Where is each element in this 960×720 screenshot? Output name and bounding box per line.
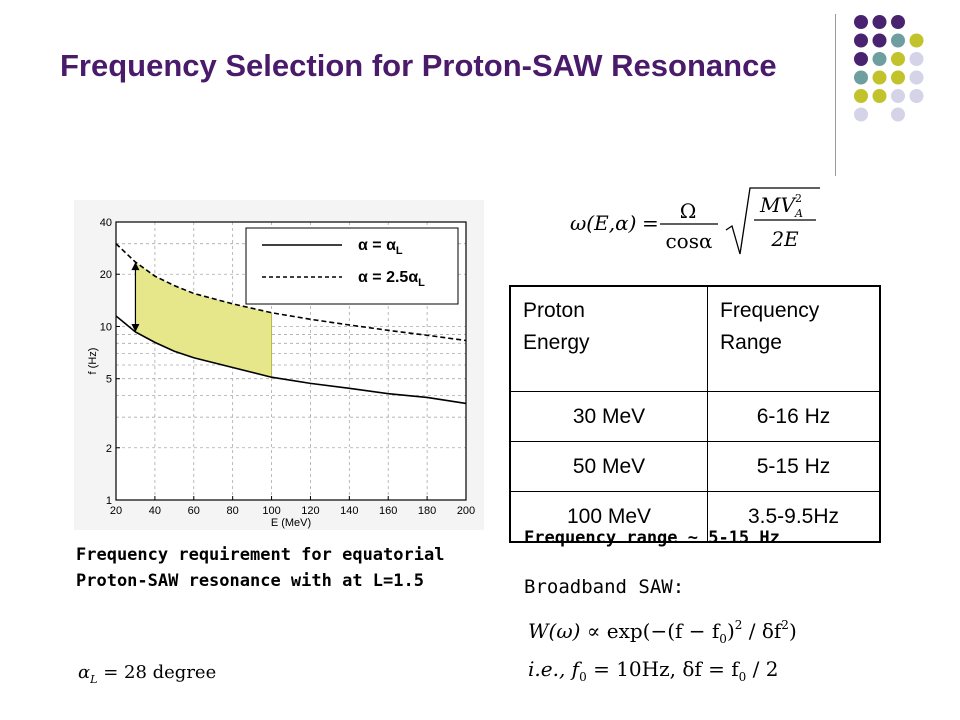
decorative-dot [872, 89, 887, 103]
y-tick-label: 2 [106, 443, 112, 455]
decorative-dot [854, 52, 868, 66]
title-divider-line [835, 14, 836, 176]
series-line-alpha-2-5l [115, 243, 467, 342]
decorative-dot [909, 33, 924, 48]
series-line-alpha-l [115, 315, 467, 405]
decorative-dot [891, 89, 905, 103]
y-tick-label: 1 [106, 495, 112, 507]
decorative-dot [891, 70, 905, 85]
x-tick-label: 60 [188, 505, 200, 517]
y-tick-label: 10 [100, 321, 112, 333]
table-header-row: Proton Energy Frequency Range [509, 285, 881, 392]
svg-text:W(ω) ∝ exp(−(f − f0)2 / δf: W(ω) ∝ exp(−(f − f0)2 / δf2) [528, 618, 797, 646]
x-tick-label: 140 [340, 505, 358, 517]
ie-equation: i.e., f0 = 10Hz, δf = f0 / 2 [528, 657, 778, 684]
table-cell-range: 6-16 Hz [707, 391, 881, 442]
svg-text:=: = [642, 211, 659, 235]
formula-numerator: Ω [680, 199, 697, 223]
decorative-dot [891, 52, 905, 66]
table-row: 50 MeV 5-15 Hz [509, 441, 881, 492]
decorative-dot [854, 70, 868, 85]
x-tick-label: 20 [110, 505, 122, 517]
plot-frame [115, 221, 467, 501]
decorative-dot [891, 15, 905, 29]
decorative-dot [891, 33, 905, 48]
decorative-dot [909, 52, 924, 66]
decorative-dot [854, 107, 868, 122]
decorative-dot [909, 89, 924, 103]
y-tick-label: 5 [106, 374, 112, 386]
decorative-dot [909, 70, 924, 85]
broadband-label: Broadband SAW: [524, 576, 685, 598]
decorative-dot [854, 15, 868, 29]
frequency-table: Proton Energy Frequency Range 30 MeV 6-16 … [509, 285, 881, 543]
table-header-cell: Proton Energy [509, 285, 708, 392]
table-cell-energy: 50 MeV [509, 441, 708, 492]
chart-caption: Frequency requirement for equatorial Pro… [76, 545, 445, 591]
x-axis-label: E (MeV) [271, 517, 311, 529]
svg-text:i.e., f0 = 10Hz, δf = f0 /: i.e., f0 = 10Hz, δf = f0 / 2 [528, 657, 778, 684]
legend-entry: α = αL [358, 237, 403, 257]
table-header-cell: Frequency Range [707, 285, 881, 392]
formula-root-denominator: 2E [770, 227, 799, 251]
arrow-head-up [131, 262, 140, 271]
w-equation: W(ω) ∝ exp(−(f − f0)2 / δf2) [528, 618, 797, 646]
x-tick-label: 120 [301, 505, 319, 517]
x-tick-label: 80 [227, 505, 239, 517]
formula-root-superscript: 2 [795, 192, 802, 205]
slide-title: Frequency Selection for Proton-SAW Reson… [60, 48, 777, 83]
x-tick-label: 200 [457, 505, 475, 517]
decorative-dot [854, 89, 868, 103]
table-cell-energy: 30 MeV [509, 391, 708, 442]
decorative-dot [872, 70, 887, 85]
y-axis-label: f (Hz) [87, 348, 99, 375]
frequency-chart: 20 40 60 80 100 120 140 160 180 200 1 2 5 10 20 40 E (Me… [74, 200, 484, 530]
alpha-equation: αL = 28 degree [78, 662, 216, 686]
decorative-dot [891, 107, 905, 122]
x-tick-label: 160 [379, 505, 397, 517]
legend-entry: α = 2.5αL [358, 269, 425, 289]
frequency-range-text: Frequency range ~ 5-15 Hz [524, 528, 780, 548]
x-tick-label: 180 [418, 505, 436, 517]
legend-box [245, 227, 459, 305]
decorative-dot [854, 33, 868, 48]
decorative-dot [872, 33, 887, 48]
x-tick-label: 40 [149, 505, 161, 517]
decorative-dot-grid [854, 15, 924, 122]
x-tick-label: 100 [262, 505, 280, 517]
formula-denominator: cosα [665, 229, 712, 253]
formula-root-numerator: MV [759, 193, 797, 217]
decorative-dot [872, 15, 887, 29]
arrow-head-down [131, 323, 140, 332]
y-tick-label: 20 [100, 269, 112, 281]
formula-lhs: ω(E,α) [570, 211, 636, 235]
svg-text:αL = 28 degree: αL = 28 degree [78, 662, 216, 686]
formula-root-subscript: A [794, 207, 803, 220]
table-row: 100 MeV 3.5-9.5Hz [509, 491, 881, 543]
decorative-dot [872, 52, 887, 66]
table-cell-range: 5-15 Hz [707, 441, 881, 492]
table-cell-energy: 100 MeV [509, 491, 708, 543]
omega-formula: ω(E,α) = Ω cosα MV A 2 2E [570, 187, 820, 255]
table-row: 30 MeV 6-16 Hz [509, 391, 881, 442]
table-cell-range: 3.5-9.5Hz [707, 491, 881, 543]
y-tick-label: 40 [100, 217, 112, 229]
